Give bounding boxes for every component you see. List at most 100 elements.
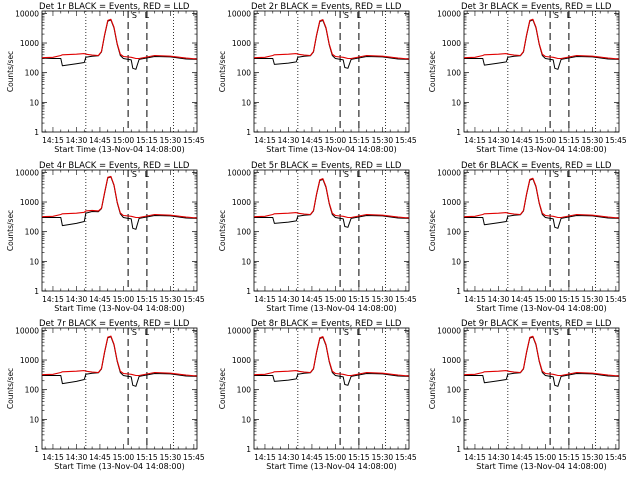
segment-marker-l: L bbox=[357, 170, 362, 179]
x-tick-label: 14:45 bbox=[301, 295, 323, 304]
plot-frame bbox=[41, 10, 198, 133]
y-tick-label: 10 bbox=[241, 257, 251, 266]
x-axis-label: Start Time (13-Nov-04 14:08:00) bbox=[54, 462, 184, 471]
y-tick-label: 10 bbox=[241, 98, 251, 107]
y-tick-label: 100 bbox=[237, 386, 252, 395]
x-axis-label: Start Time (13-Nov-04 14:08:00) bbox=[266, 304, 396, 313]
plot-frame bbox=[463, 10, 620, 133]
y-axis-label: Counts/sec bbox=[218, 368, 227, 409]
segment-marker-s: S bbox=[132, 170, 137, 179]
segment-marker-l: L bbox=[145, 11, 150, 20]
x-tick-label: 15:30 bbox=[160, 136, 182, 145]
x-tick-label: 14:45 bbox=[89, 453, 111, 462]
lld-series-line bbox=[253, 19, 410, 60]
x-tick-label: 14:15 bbox=[42, 136, 64, 145]
y-axis-label: Counts/sec bbox=[218, 210, 227, 251]
x-tick-label: 15:15 bbox=[136, 295, 158, 304]
y-tick-label: 10000 bbox=[227, 168, 251, 177]
y-tick-label: 1 bbox=[34, 445, 39, 454]
plot-frame bbox=[253, 169, 410, 292]
y-axis-label: Counts/sec bbox=[6, 51, 15, 92]
x-tick-label: 15:00 bbox=[113, 453, 135, 462]
y-tick-label: 1 bbox=[456, 287, 461, 296]
x-tick-label: 14:15 bbox=[254, 453, 276, 462]
x-tick-label: 15:30 bbox=[372, 136, 394, 145]
y-tick-label: 1 bbox=[246, 445, 251, 454]
y-tick-label: 10 bbox=[451, 257, 461, 266]
y-tick-label: 10000 bbox=[15, 9, 39, 18]
y-tick-label: 10 bbox=[451, 415, 461, 424]
y-tick-label: 1000 bbox=[20, 356, 39, 365]
x-tick-label: 15:00 bbox=[535, 295, 557, 304]
y-tick-label: 1000 bbox=[20, 39, 39, 48]
y-tick-label: 1 bbox=[456, 128, 461, 137]
lld-series-line bbox=[41, 335, 198, 377]
x-tick-label: 15:00 bbox=[325, 453, 347, 462]
x-tick-label: 15:30 bbox=[582, 295, 604, 304]
x-tick-label: 15:15 bbox=[348, 295, 370, 304]
x-tick-label: 14:30 bbox=[66, 453, 88, 462]
x-tick-label: 14:30 bbox=[488, 136, 510, 145]
x-axis-label: Start Time (13-Nov-04 14:08:00) bbox=[54, 304, 184, 313]
x-tick-label: 15:30 bbox=[160, 453, 182, 462]
x-axis-label: Start Time (13-Nov-04 14:08:00) bbox=[476, 462, 606, 471]
y-axis-label: Counts/sec bbox=[218, 51, 227, 92]
x-tick-label: 15:00 bbox=[113, 295, 135, 304]
panel-title: Det 7r BLACK = Events, RED = LLD bbox=[39, 319, 190, 329]
panel-title: Det 5r BLACK = Events, RED = LLD bbox=[251, 161, 402, 171]
plot-frame bbox=[463, 327, 620, 450]
x-tick-label: 14:45 bbox=[511, 453, 533, 462]
y-axis-label: Counts/sec bbox=[6, 368, 15, 409]
x-tick-label: 14:30 bbox=[66, 295, 88, 304]
x-tick-label: 15:45 bbox=[605, 295, 627, 304]
x-tick-label: 15:45 bbox=[395, 453, 417, 462]
plot-frame bbox=[253, 10, 410, 133]
y-tick-label: 10000 bbox=[437, 168, 461, 177]
detector-panel: Det 8r BLACK = Events, RED = LLD 1 10 100 10… bbox=[218, 319, 417, 471]
segment-marker-s: S bbox=[344, 170, 349, 179]
lld-series-line bbox=[253, 336, 410, 377]
segment-marker-l: L bbox=[567, 328, 572, 337]
x-axis-label: Start Time (13-Nov-04 14:08:00) bbox=[266, 462, 396, 471]
x-tick-label: 15:15 bbox=[136, 453, 158, 462]
lld-series-line bbox=[463, 177, 620, 219]
x-tick-label: 14:45 bbox=[301, 453, 323, 462]
segment-marker-s: S bbox=[554, 170, 559, 179]
x-tick-label: 14:45 bbox=[301, 136, 323, 145]
y-axis-label: Counts/sec bbox=[428, 210, 437, 251]
x-tick-label: 14:30 bbox=[66, 136, 88, 145]
y-tick-label: 1000 bbox=[442, 198, 461, 207]
lld-series-line bbox=[41, 18, 198, 60]
x-tick-label: 15:15 bbox=[558, 453, 580, 462]
panel-title: Det 1r BLACK = Events, RED = LLD bbox=[39, 2, 190, 12]
y-tick-label: 1 bbox=[246, 287, 251, 296]
x-tick-label: 15:15 bbox=[348, 453, 370, 462]
panel-title: Det 6r BLACK = Events, RED = LLD bbox=[461, 161, 612, 171]
segment-marker-l: L bbox=[145, 170, 150, 179]
y-tick-label: 1000 bbox=[442, 356, 461, 365]
x-tick-label: 14:15 bbox=[464, 453, 486, 462]
x-tick-label: 15:30 bbox=[582, 136, 604, 145]
segment-marker-s: S bbox=[132, 328, 137, 337]
x-tick-label: 15:00 bbox=[535, 136, 557, 145]
x-tick-label: 14:30 bbox=[488, 453, 510, 462]
x-tick-label: 15:00 bbox=[325, 295, 347, 304]
lld-series-line bbox=[463, 18, 620, 60]
y-tick-label: 10 bbox=[241, 415, 251, 424]
x-axis-label: Start Time (13-Nov-04 14:08:00) bbox=[54, 145, 184, 154]
x-tick-label: 15:45 bbox=[183, 136, 205, 145]
x-tick-label: 15:15 bbox=[558, 136, 580, 145]
y-tick-label: 1 bbox=[34, 287, 39, 296]
x-tick-label: 15:00 bbox=[325, 136, 347, 145]
plot-frame bbox=[41, 327, 198, 450]
panel-title: Det 9r BLACK = Events, RED = LLD bbox=[461, 319, 612, 329]
x-tick-label: 15:00 bbox=[535, 453, 557, 462]
panel-title: Det 4r BLACK = Events, RED = LLD bbox=[39, 161, 190, 171]
x-tick-label: 14:45 bbox=[89, 295, 111, 304]
x-tick-label: 14:15 bbox=[464, 136, 486, 145]
y-tick-label: 1000 bbox=[232, 198, 251, 207]
lld-series-line bbox=[463, 335, 620, 377]
x-tick-label: 15:30 bbox=[372, 453, 394, 462]
x-tick-label: 15:15 bbox=[558, 295, 580, 304]
